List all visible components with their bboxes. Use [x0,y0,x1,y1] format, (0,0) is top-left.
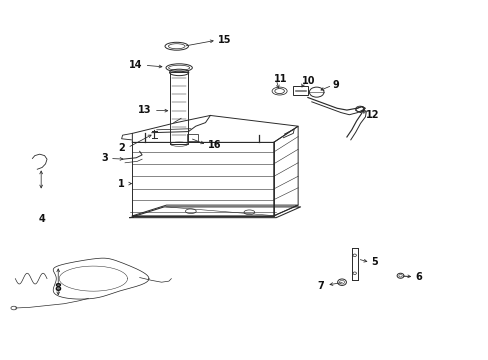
Text: 4: 4 [39,215,45,224]
Text: 14: 14 [128,60,142,70]
Text: 16: 16 [207,140,221,150]
Text: 5: 5 [370,257,377,267]
Text: 11: 11 [273,74,286,84]
Text: 2: 2 [118,143,125,153]
Bar [293,86,307,95]
Text: 12: 12 [366,111,379,121]
Text: 6: 6 [414,272,421,282]
Text: 1: 1 [118,179,125,189]
Bar [170,72,187,144]
Text: 7: 7 [317,281,324,291]
Bar [186,134,197,140]
Text: 15: 15 [217,35,231,45]
Text: 13: 13 [138,105,152,115]
Text: 3: 3 [101,153,108,163]
Text: 10: 10 [302,76,315,86]
Text: 9: 9 [331,80,338,90]
Text: 8: 8 [55,283,61,293]
